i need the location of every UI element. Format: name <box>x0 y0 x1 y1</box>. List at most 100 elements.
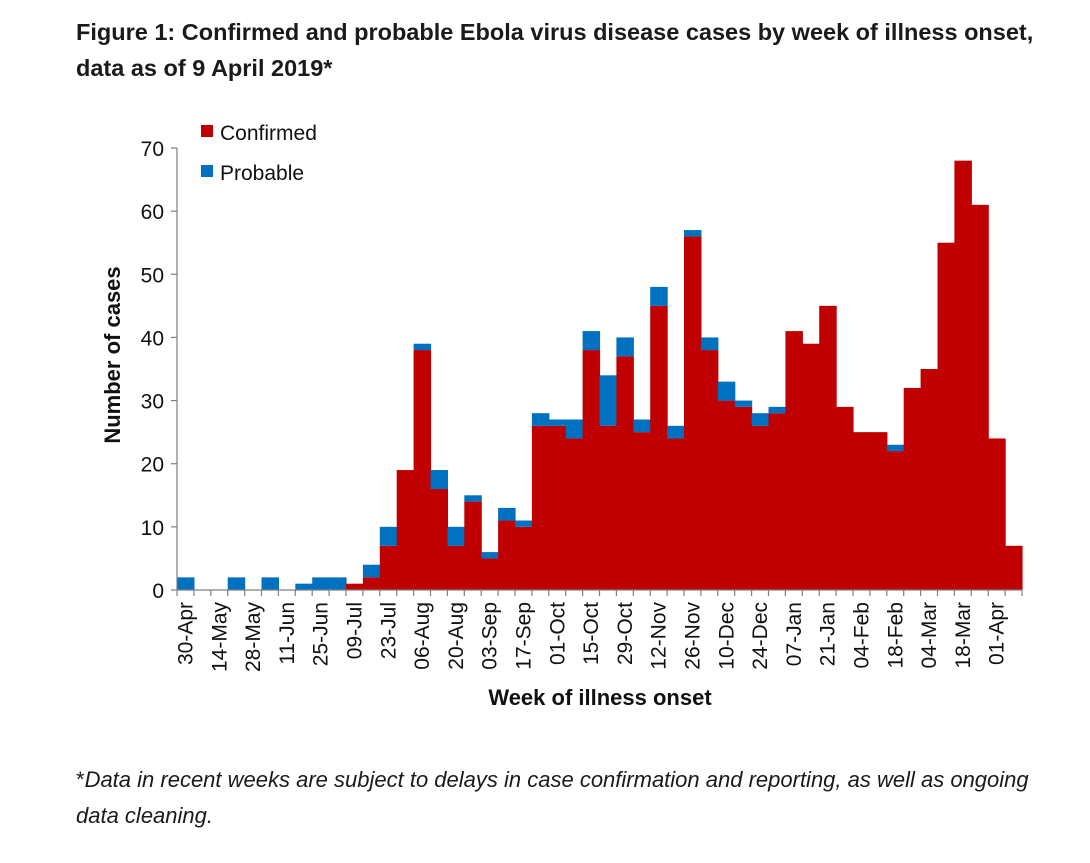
bar-confirmed <box>1005 545 1023 590</box>
bar-confirmed <box>582 350 601 590</box>
bar-confirmed <box>971 204 989 590</box>
bar-confirmed <box>751 425 770 590</box>
y-tick-label: 70 <box>141 138 164 161</box>
bar-probable <box>633 419 651 433</box>
bar-confirmed <box>667 438 685 590</box>
x-tick-label: 03-Sep <box>479 602 502 670</box>
bar-confirmed <box>650 305 668 590</box>
bar-probable <box>464 495 482 502</box>
y-axis-label: Number of cases <box>100 266 125 443</box>
footnote: *Data in recent weeks are subject to del… <box>76 762 1066 834</box>
bar-probable <box>768 406 786 414</box>
x-tick-label: 17-Sep <box>512 602 535 670</box>
bar-probable <box>717 381 736 401</box>
x-tick-label: 09-Jul <box>343 602 366 659</box>
bar-probable <box>582 331 601 351</box>
legend-swatch-probable <box>201 165 213 177</box>
bar-confirmed <box>515 526 533 590</box>
bar-confirmed <box>447 545 465 590</box>
bar-confirmed <box>734 406 753 590</box>
bar-confirmed <box>498 520 516 590</box>
bar-confirmed <box>362 577 381 590</box>
bar-confirmed <box>481 558 499 590</box>
x-tick-label: 01-Oct <box>546 602 569 665</box>
bar-probable <box>548 419 567 426</box>
bar-probable <box>565 419 584 439</box>
bar-confirmed <box>717 400 736 590</box>
bar-confirmed <box>819 305 837 590</box>
bar-confirmed <box>379 545 398 590</box>
bar-confirmed <box>886 451 905 590</box>
y-tick-label: 10 <box>141 517 164 540</box>
axes-layer: 0 10 20 30 40 50 60 70 30-Apr 14-May 28-May 11-Jun 2… <box>141 138 1023 673</box>
bar-probable <box>227 577 246 590</box>
bar-probable <box>700 337 719 351</box>
bars-layer <box>177 160 1023 590</box>
x-tick-label: 12-Nov <box>648 602 671 670</box>
x-tick-label: 26-Nov <box>681 602 704 670</box>
bar-confirmed <box>700 350 719 590</box>
x-tick-label: 20-Aug <box>445 602 468 670</box>
x-tick-label: 14-May <box>208 602 231 673</box>
bar-confirmed <box>430 488 448 590</box>
legend: Confirmed Probable <box>201 122 317 185</box>
bar-probable <box>515 520 533 527</box>
bar-probable <box>751 413 770 426</box>
bar-probable <box>261 577 279 590</box>
bar-probable <box>616 337 634 357</box>
footnote-marker: * <box>76 767 85 792</box>
x-tick-label: 25-Jun <box>310 602 333 666</box>
footnote-text: Data in recent weeks are subject to dela… <box>76 767 1029 828</box>
x-tick-label: 07-Jan <box>783 602 806 666</box>
bar-confirmed <box>920 369 939 590</box>
x-tick-label: 10-Dec <box>715 602 738 670</box>
bar-confirmed <box>548 425 567 590</box>
bar-confirmed <box>346 583 364 590</box>
x-tick-label: 24-Dec <box>749 602 772 670</box>
x-tick-label: 06-Aug <box>411 602 434 670</box>
bar-confirmed <box>531 425 550 590</box>
bar-confirmed <box>464 501 482 590</box>
y-tick-label: 20 <box>141 454 164 477</box>
y-tick-label: 60 <box>141 201 164 224</box>
x-tick-label: 30-Apr <box>174 602 197 665</box>
bar-confirmed <box>768 413 786 590</box>
x-tick-label: 28-May <box>242 602 265 673</box>
x-tick-label: 04-Mar <box>918 602 941 669</box>
y-tick-label: 30 <box>141 391 164 414</box>
bar-probable <box>599 375 617 426</box>
bar-probable <box>886 444 905 452</box>
bar-probable <box>498 507 516 521</box>
bar-probable <box>481 552 499 559</box>
bar-confirmed <box>565 438 584 590</box>
bar-probable <box>177 577 195 590</box>
bar-probable <box>362 564 381 578</box>
bar-confirmed <box>937 242 955 590</box>
bar-probable <box>650 286 668 306</box>
bar-confirmed <box>853 432 871 590</box>
y-tick-label: 0 <box>152 580 164 603</box>
bar-confirmed <box>396 470 415 590</box>
bar-probable <box>667 425 685 439</box>
bar-confirmed <box>869 432 888 590</box>
bar-probable <box>430 470 448 489</box>
bar-probable <box>295 583 313 590</box>
bar-probable <box>447 526 465 546</box>
bar-confirmed <box>633 432 651 590</box>
bar-confirmed <box>988 438 1006 590</box>
y-tick-label: 50 <box>141 264 164 287</box>
legend-swatch-confirmed <box>201 125 213 137</box>
x-tick-label: 23-Jul <box>377 602 400 659</box>
x-tick-label: 04-Feb <box>850 602 873 669</box>
legend-label-probable: Probable <box>220 162 304 185</box>
x-tick-label: 11-Jun <box>276 602 299 665</box>
x-tick-label: 15-Oct <box>580 602 603 665</box>
bar-confirmed <box>785 331 803 590</box>
x-axis-label: Week of illness onset <box>488 685 712 710</box>
bar-probable <box>329 577 347 590</box>
bar-confirmed <box>802 343 820 590</box>
bar-confirmed <box>903 387 922 590</box>
x-tick-label: 18-Feb <box>884 602 907 669</box>
